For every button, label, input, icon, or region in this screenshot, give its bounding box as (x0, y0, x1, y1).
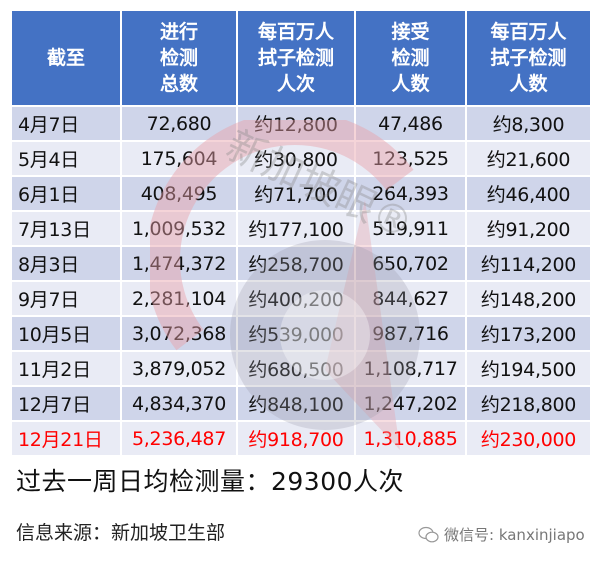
cell-date: 4月7日 (10, 105, 122, 142)
wechat-icon (418, 526, 439, 542)
cell-persons-per-million: 约114,200 (465, 245, 592, 282)
testing-data-table: 截至 进行 检测 总数 每百万人 拭子检测 人次 接受 检测 人数 每百万 (10, 9, 592, 457)
cell-date: 6月1日 (10, 175, 122, 212)
cell-persons-per-million: 约230,000 (465, 420, 592, 457)
cell-persons-per-million: 约91,200 (465, 210, 592, 247)
cell-tests-per-million: 约680,500 (236, 350, 356, 387)
table-row: 11月2日 3,879,052 约680,500 1,108,717 约194,500 (10, 350, 592, 387)
source-note: 信息来源：新加坡卫生部 (16, 522, 226, 544)
cell-persons-tested: 650,702 (354, 245, 467, 282)
cell-persons-tested: 987,716 (354, 315, 467, 352)
cell-date: 12月7日 (10, 385, 122, 422)
cell-total-tests: 72,680 (120, 105, 238, 142)
cell-date: 5月4日 (10, 140, 122, 177)
cell-tests-per-million: 约12,800 (236, 105, 356, 142)
table-row: 7月13日 1,009,532 约177,100 519,911 约91,200 (10, 210, 592, 247)
cell-tests-per-million: 约30,800 (236, 140, 356, 177)
cell-tests-per-million: 约918,700 (236, 420, 356, 457)
cell-persons-tested: 1,247,202 (354, 385, 467, 422)
wechat-id-text: 微信号: kanxinjiapo (444, 526, 585, 544)
cell-total-tests: 2,281,104 (120, 280, 238, 317)
header-persons-tested: 接受 检测 人数 (354, 9, 467, 107)
cell-persons-tested: 519,911 (354, 210, 467, 247)
wechat-id: 微信号: kanxinjiapo (418, 524, 585, 545)
header-persons-per-million: 每百万人 拭子检测 人数 (465, 9, 592, 107)
cell-persons-tested: 1,310,885 (354, 420, 467, 457)
header-date: 截至 (10, 9, 122, 107)
cell-date: 10月5日 (10, 315, 122, 352)
cell-total-tests: 3,072,368 (120, 315, 238, 352)
cell-date: 11月2日 (10, 350, 122, 387)
cell-tests-per-million: 约848,100 (236, 385, 356, 422)
cell-total-tests: 1,009,532 (120, 210, 238, 247)
cell-persons-per-million: 约173,200 (465, 315, 592, 352)
cell-persons-tested: 123,525 (354, 140, 467, 177)
cell-persons-per-million: 约194,500 (465, 350, 592, 387)
cell-persons-per-million: 约8,300 (465, 105, 592, 142)
cell-persons-per-million: 约218,800 (465, 385, 592, 422)
cell-tests-per-million: 约539,000 (236, 315, 356, 352)
cell-date: 7月13日 (10, 210, 122, 247)
cell-total-tests: 3,879,052 (120, 350, 238, 387)
cell-persons-tested: 47,486 (354, 105, 467, 142)
cell-persons-tested: 264,393 (354, 175, 467, 212)
cell-persons-tested: 844,627 (354, 280, 467, 317)
table-row: 10月5日 3,072,368 约539,000 987,716 约173,200 (10, 315, 592, 352)
cell-persons-per-million: 约21,600 (465, 140, 592, 177)
header-row: 截至 进行 检测 总数 每百万人 拭子检测 人次 接受 检测 人数 每百万 (10, 9, 592, 107)
cell-total-tests: 1,474,372 (120, 245, 238, 282)
header-tests-per-million: 每百万人 拭子检测 人次 (236, 9, 356, 107)
table-row: 6月1日 408,495 约71,700 264,393 约46,400 (10, 175, 592, 212)
table-row: 8月3日 1,474,372 约258,700 650,702 约114,200 (10, 245, 592, 282)
cell-persons-per-million: 约46,400 (465, 175, 592, 212)
cell-persons-tested: 1,108,717 (354, 350, 467, 387)
cell-total-tests: 5,236,487 (120, 420, 238, 457)
daily-average-summary: 过去一周日均检测量：29300人次 (16, 467, 405, 496)
cell-tests-per-million: 约400,200 (236, 280, 356, 317)
cell-persons-per-million: 约148,200 (465, 280, 592, 317)
table-row: 12月7日 4,834,370 约848,100 1,247,202 约218,800 (10, 385, 592, 422)
cell-date: 8月3日 (10, 245, 122, 282)
cell-date: 12月21日 (10, 420, 122, 457)
cell-total-tests: 175,604 (120, 140, 238, 177)
header-total-tests: 进行 检测 总数 (120, 9, 238, 107)
table-row: 9月7日 2,281,104 约400,200 844,627 约148,200 (10, 280, 592, 317)
cell-date: 9月7日 (10, 280, 122, 317)
cell-total-tests: 408,495 (120, 175, 238, 212)
cell-total-tests: 4,834,370 (120, 385, 238, 422)
table-container: 截至 进行 检测 总数 每百万人 拭子检测 人次 接受 检测 人数 每百万 (10, 9, 592, 457)
table-row: 12月21日 5,236,487 约918,700 1,310,885 约230,000 (10, 420, 592, 457)
cell-tests-per-million: 约258,700 (236, 245, 356, 282)
cell-tests-per-million: 约177,100 (236, 210, 356, 247)
table-row: 4月7日 72,680 约12,800 47,486 约8,300 (10, 105, 592, 142)
cell-tests-per-million: 约71,700 (236, 175, 356, 212)
table-row: 5月4日 175,604 约30,800 123,525 约21,600 (10, 140, 592, 177)
